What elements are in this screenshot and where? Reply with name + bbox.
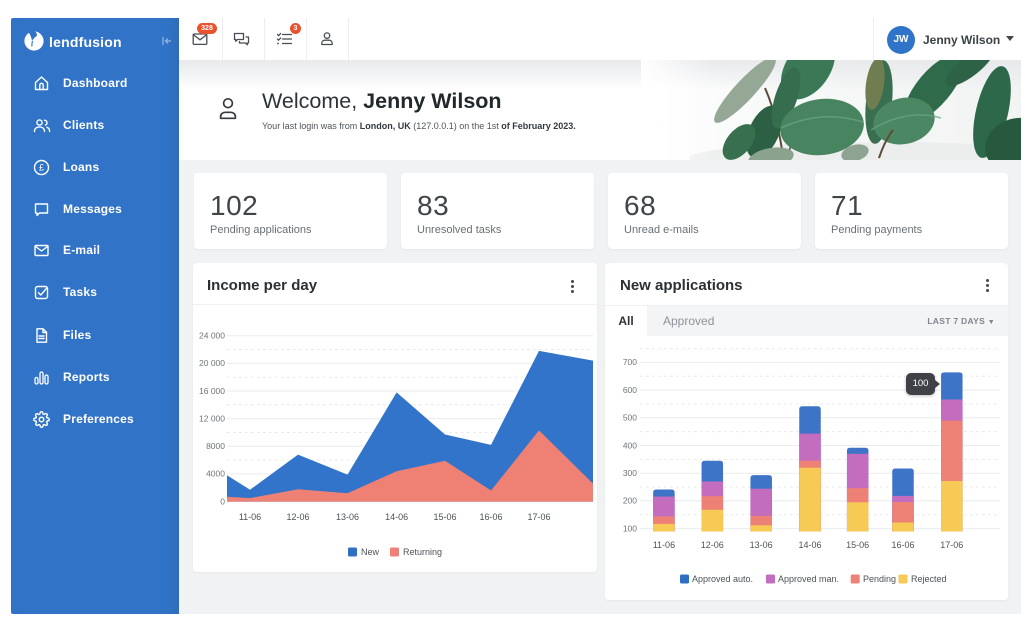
svg-text:11-06: 11-06 [239, 512, 261, 522]
svg-text:15-06: 15-06 [433, 512, 456, 522]
svg-text:New: New [361, 547, 380, 557]
svg-text:Pending: Pending [863, 574, 896, 584]
svg-text:Rejected: Rejected [911, 574, 947, 584]
svg-text:16 000: 16 000 [199, 386, 225, 396]
svg-text:17-06: 17-06 [527, 512, 550, 522]
svg-text:700: 700 [623, 357, 637, 367]
svg-text:300: 300 [623, 468, 637, 478]
svg-text:16-06: 16-06 [891, 540, 914, 550]
svg-text:Returning: Returning [403, 547, 442, 557]
svg-text:11-06: 11-06 [653, 540, 675, 550]
svg-text:Approved auto.: Approved auto. [692, 574, 753, 584]
svg-text:15-06: 15-06 [846, 540, 869, 550]
svg-text:16-06: 16-06 [479, 512, 502, 522]
svg-text:17-06: 17-06 [940, 540, 963, 550]
svg-text:12-06: 12-06 [701, 540, 724, 550]
svg-text:0: 0 [220, 496, 225, 506]
svg-text:12-06: 12-06 [286, 512, 309, 522]
svg-text:£: £ [39, 162, 44, 172]
svg-text:13-06: 13-06 [750, 540, 773, 550]
svg-text:400: 400 [623, 440, 637, 450]
svg-text:24 000: 24 000 [199, 331, 225, 341]
svg-text:4000: 4000 [206, 469, 225, 479]
svg-text:200: 200 [623, 496, 637, 506]
svg-text:500: 500 [623, 413, 637, 423]
svg-text:13-06: 13-06 [336, 512, 359, 522]
svg-text:100: 100 [623, 523, 637, 533]
svg-text:8000: 8000 [206, 441, 225, 451]
svg-text:14-06: 14-06 [385, 512, 408, 522]
svg-text:600: 600 [623, 385, 637, 395]
svg-text:14-06: 14-06 [798, 540, 821, 550]
svg-text:12 000: 12 000 [199, 413, 225, 423]
svg-text:20 000: 20 000 [199, 358, 225, 368]
svg-text:Approved man.: Approved man. [778, 574, 839, 584]
